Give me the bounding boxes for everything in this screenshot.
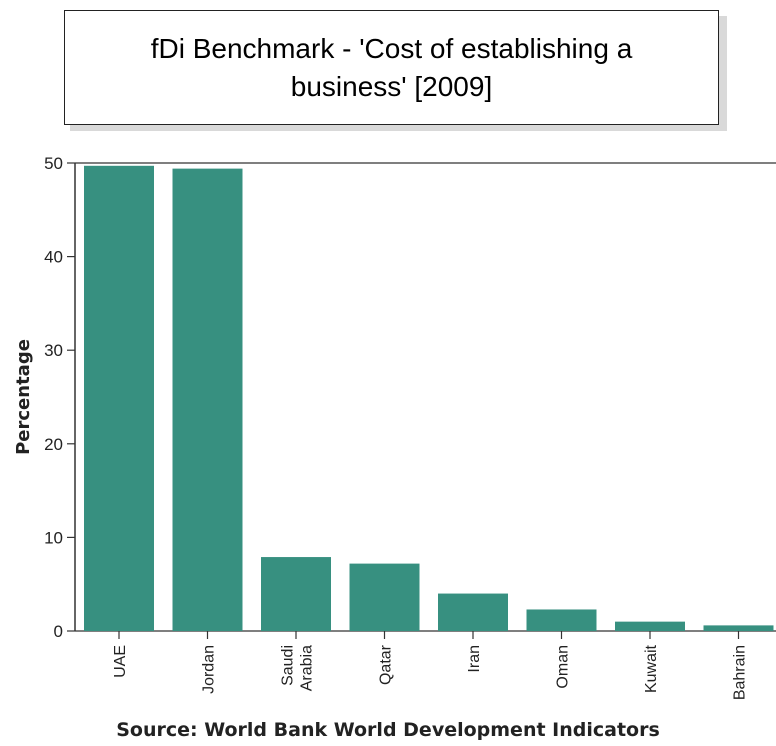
bar-kuwait (615, 621, 685, 631)
x-tick-label: Iran (466, 645, 483, 673)
y-axis-label: Percentage (13, 339, 34, 455)
source-note: Source: World Bank World Development Ind… (116, 719, 660, 741)
bar-oman (526, 609, 597, 631)
y-tick-label: 40 (44, 248, 63, 267)
x-tick-label: Qatar (378, 644, 395, 685)
bars (84, 165, 774, 632)
x-axis: UAE Jordan Saudi Arabia Qatar Iran Oman Kuwait B… (112, 631, 749, 700)
chart-title-box: fDi Benchmark - 'Cost of establishing a … (64, 10, 719, 125)
chart-title: fDi Benchmark - 'Cost of establishing a … (150, 32, 633, 102)
bar-uae (84, 165, 154, 632)
bar-jordan (172, 168, 243, 631)
x-tick-label: UAE (112, 645, 129, 678)
bar-qatar (349, 563, 420, 631)
x-tick-label: Oman (555, 645, 572, 689)
x-tick-label: Saudi Arabia (280, 645, 316, 691)
y-tick-label: 20 (44, 435, 63, 454)
bar-saudi-arabia (261, 557, 331, 631)
bar-iran (438, 593, 508, 631)
x-tick-label: Bahrain (732, 645, 749, 700)
y-tick-label: 30 (44, 341, 63, 360)
bar-bahrain (703, 625, 774, 631)
y-axis: 0 10 20 30 40 50 (44, 154, 776, 641)
y-tick-label: 10 (44, 528, 63, 547)
x-tick-label: Kuwait (643, 644, 660, 693)
y-tick-label: 50 (44, 154, 63, 173)
y-tick-label: 0 (54, 622, 63, 641)
x-tick-label: Jordan (201, 645, 218, 694)
